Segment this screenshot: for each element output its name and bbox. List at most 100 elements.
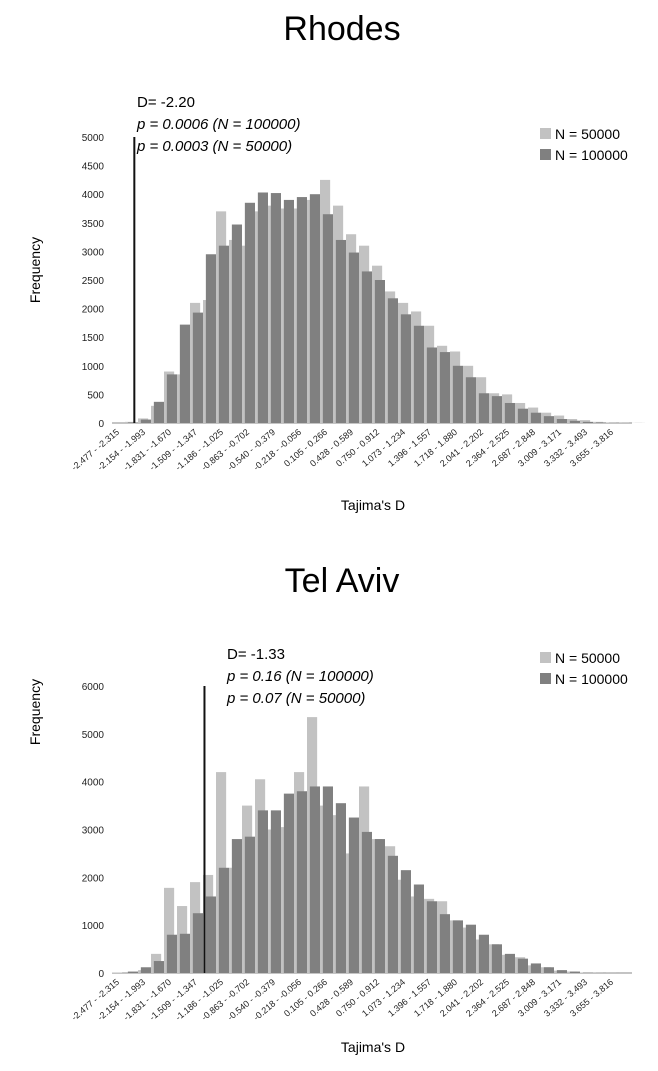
- observed-d-label: D= -2.20: [137, 94, 195, 111]
- bar-n100000: [569, 971, 580, 973]
- bar-n100000: [231, 839, 242, 973]
- bar-n100000: [465, 924, 476, 973]
- legend-swatch: [540, 652, 551, 663]
- bar-n100000: [400, 870, 411, 973]
- bar-n100000: [205, 254, 216, 423]
- bar-n100000: [465, 377, 476, 423]
- bar-n100000: [530, 963, 541, 973]
- bar-n100000: [127, 971, 138, 973]
- y-tick-label: 4000: [82, 778, 105, 789]
- bar-n100000: [426, 347, 437, 423]
- y-tick-labels: 0 500 1000 1500 2000 2500 3000 3500 4000 4500 5000: [82, 133, 105, 430]
- bar-n100000: [244, 202, 255, 423]
- y-tick-label: 4000: [82, 190, 105, 201]
- bar-n100000: [387, 298, 398, 423]
- bar-n100000: [296, 197, 307, 423]
- bar-n100000: [270, 193, 281, 423]
- p-value-annotation: p = 0.0006 (N = 100000): [136, 116, 300, 133]
- bar-n100000: [179, 324, 190, 423]
- bar-n100000: [153, 401, 164, 423]
- bar-n100000: [140, 967, 151, 973]
- bar-n100000: [556, 970, 567, 973]
- bar-n100000: [140, 419, 151, 423]
- bar-n100000: [582, 421, 593, 423]
- bar-n100000: [335, 239, 346, 423]
- bar-n100000: [452, 920, 463, 973]
- p-value-annotation: p = 0.16 (N = 100000): [226, 668, 374, 685]
- x-tick-labels: -2.477 - -2.315-2.154 - -1.993-1.831 - -…: [69, 427, 615, 473]
- p-value-annotation: p = 0.0003 (N = 50000): [136, 138, 292, 155]
- chart-tel-aviv: Tel Aviv 0 1000 2000 3000 4000 5000 6000 -2.47…: [27, 562, 632, 1055]
- y-axis-label: Frequency: [27, 679, 43, 745]
- x-tick-labels: -2.477 - -2.315-2.154 - -1.993-1.831 - -…: [69, 977, 615, 1023]
- bar-n100000: [257, 810, 268, 973]
- bar-n100000: [166, 934, 177, 973]
- bar-n100000: [166, 374, 177, 423]
- bar-n100000: [439, 914, 450, 973]
- bar-n100000: [283, 793, 294, 973]
- bar-n100000: [452, 365, 463, 423]
- bar-n100000: [491, 944, 502, 973]
- bar-n100000: [491, 396, 502, 423]
- legend-label: N = 100000: [555, 147, 628, 163]
- y-tick-label: 2000: [82, 305, 105, 316]
- bar-n100000: [517, 958, 528, 973]
- legend-swatch: [540, 673, 551, 684]
- y-tick-label: 0: [98, 419, 104, 430]
- legend-label: N = 50000: [555, 126, 620, 142]
- observed-d-label: D= -1.33: [227, 646, 285, 663]
- bar-n100000: [257, 192, 268, 423]
- y-tick-label: 1500: [82, 333, 105, 344]
- bar-n100000: [296, 791, 307, 973]
- bar-n100000: [595, 422, 606, 423]
- bar-n100000: [127, 422, 138, 423]
- legend-label: N = 50000: [555, 650, 620, 666]
- y-tick-label: 5000: [82, 730, 105, 741]
- bar-n100000: [192, 312, 203, 423]
- y-tick-label: 3000: [82, 247, 105, 258]
- bar-n100000: [348, 252, 359, 423]
- x-axis-label: Tajima's D: [341, 497, 405, 513]
- bar-n100000: [270, 810, 281, 973]
- bar-n100000: [218, 245, 229, 423]
- bar-n50000: [164, 887, 175, 973]
- bar-n100000: [153, 961, 164, 973]
- bar-n100000: [361, 271, 372, 423]
- y-tick-label: 4500: [82, 162, 105, 173]
- y-tick-label: 0: [98, 969, 104, 980]
- legend-label: N = 100000: [555, 671, 628, 687]
- bar-n100000: [400, 314, 411, 423]
- y-tick-label: 5000: [82, 133, 105, 144]
- bar-n100000: [374, 839, 385, 973]
- legend-swatch: [540, 128, 551, 139]
- bars: [112, 717, 632, 973]
- bar-n100000: [179, 933, 190, 973]
- y-axis-label: Frequency: [27, 237, 43, 303]
- bar-n100000: [231, 224, 242, 423]
- bars: [125, 179, 645, 423]
- bar-n100000: [517, 408, 528, 423]
- y-tick-label: 1000: [82, 921, 105, 932]
- bar-n50000: [125, 421, 136, 423]
- bar-n100000: [322, 786, 333, 973]
- bar-n100000: [218, 867, 229, 973]
- bar-n100000: [309, 194, 320, 423]
- bar-n100000: [569, 420, 580, 423]
- bar-n100000: [504, 953, 515, 973]
- bar-n100000: [413, 884, 424, 973]
- bar-n100000: [387, 855, 398, 973]
- bar-n100000: [335, 803, 346, 973]
- bar-n100000: [504, 402, 515, 423]
- bar-n100000: [543, 416, 554, 423]
- bar-n100000: [556, 418, 567, 423]
- bar-n100000: [348, 817, 359, 973]
- bar-n100000: [478, 393, 489, 423]
- bar-n100000: [361, 831, 372, 973]
- bar-n100000: [244, 836, 255, 973]
- y-tick-label: 1000: [82, 362, 105, 373]
- y-tick-label: 3500: [82, 219, 105, 230]
- x-axis-label: Tajima's D: [341, 1039, 405, 1055]
- bar-n100000: [192, 913, 203, 973]
- bar-n100000: [543, 967, 554, 973]
